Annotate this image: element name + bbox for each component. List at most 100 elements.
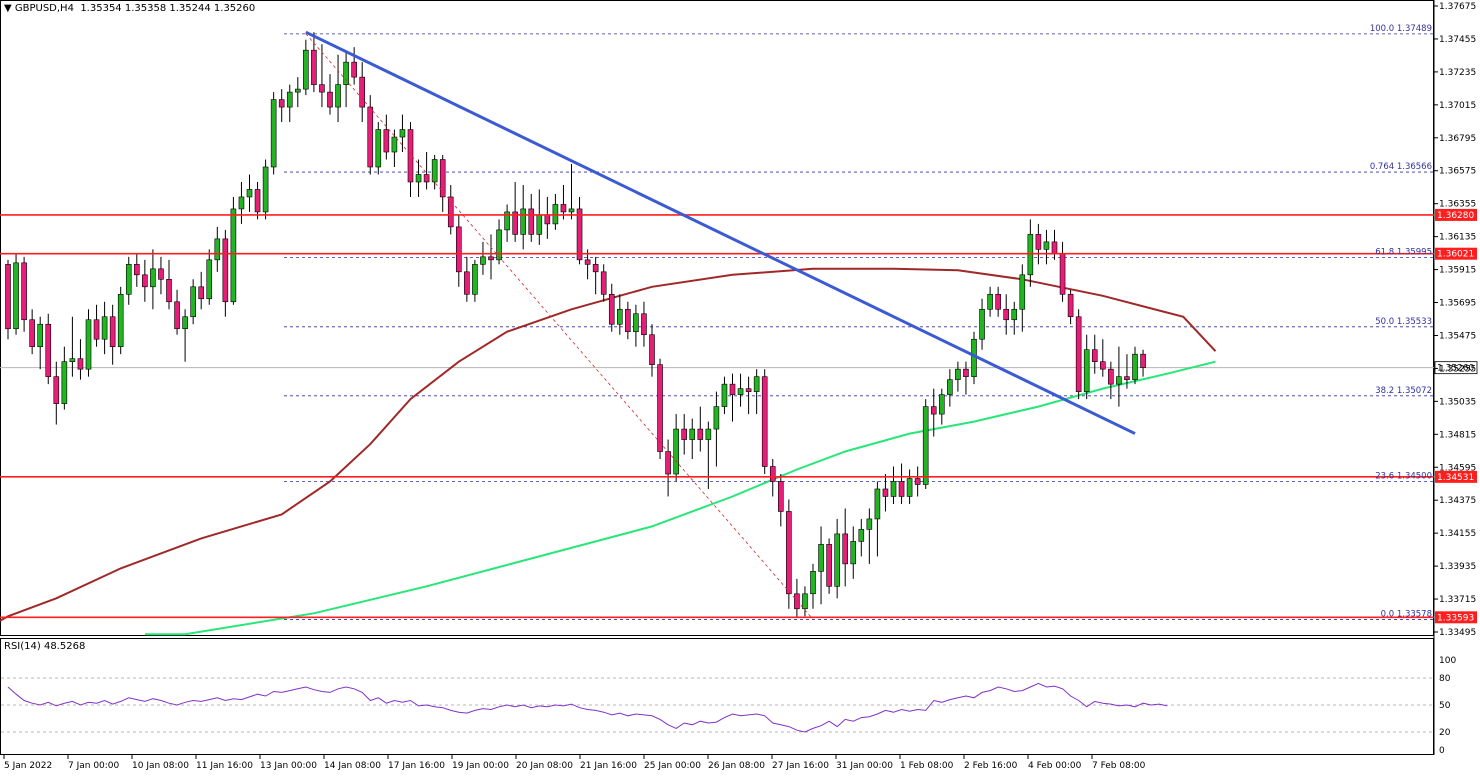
price-level-tag-label: 1.36280 xyxy=(1437,211,1474,221)
current-price-tag xyxy=(1434,361,1478,375)
price-level-tag xyxy=(1435,611,1477,624)
candle xyxy=(238,181,245,224)
candle-body xyxy=(109,316,116,348)
candle xyxy=(190,279,196,325)
price-tick-label: 1.37675 xyxy=(1439,2,1476,12)
time-tick-label: 7 Feb 08:00 xyxy=(1092,761,1146,771)
candle-body xyxy=(737,388,744,395)
candle-body xyxy=(914,478,921,485)
candle-body xyxy=(681,428,688,440)
candle xyxy=(1124,354,1130,389)
candle xyxy=(1043,229,1050,265)
candle xyxy=(303,39,309,96)
candle xyxy=(125,256,132,305)
candle xyxy=(423,152,430,190)
candle-body xyxy=(13,262,19,330)
rsi-tick-label: 20 xyxy=(1439,728,1451,738)
candle-body xyxy=(399,129,406,138)
candle-body xyxy=(254,189,261,213)
candle xyxy=(109,304,116,365)
candle-body xyxy=(1108,368,1114,385)
candle xyxy=(761,369,768,475)
candle-body xyxy=(1035,234,1042,250)
candle-body xyxy=(608,293,615,325)
candle xyxy=(142,259,148,302)
candle xyxy=(568,163,575,220)
time-tick-label: 7 Jan 00:00 xyxy=(68,761,120,771)
dropdown-triangle-icon[interactable]: ▼ xyxy=(4,3,15,14)
fib-level-label: 38.2 1.35072 xyxy=(1375,386,1432,396)
candle xyxy=(294,77,301,108)
candle-body xyxy=(5,264,11,330)
price-level-tag-label: 1.34531 xyxy=(1437,473,1474,483)
candle-body xyxy=(222,238,229,303)
candle-body xyxy=(625,308,631,333)
price-tick-label: 1.33495 xyxy=(1439,628,1476,638)
candle-body xyxy=(423,174,430,183)
candle xyxy=(230,196,237,305)
candle xyxy=(745,376,752,415)
candle-body xyxy=(286,91,293,108)
candle xyxy=(383,114,390,160)
time-tick-label: 21 Jan 16:00 xyxy=(580,761,637,771)
candle-body xyxy=(134,264,140,276)
candle xyxy=(1116,346,1122,407)
candle xyxy=(270,92,277,175)
candle-body xyxy=(528,208,535,235)
fib-level-label: 61.8 1.35995 xyxy=(1375,248,1432,258)
candle-body xyxy=(198,286,204,300)
candle xyxy=(641,301,647,347)
candle-body xyxy=(544,214,551,225)
candle-body xyxy=(246,189,253,198)
candle xyxy=(810,563,816,609)
candle xyxy=(713,391,720,467)
fib-level-label: 23.6 1.34500 xyxy=(1375,471,1432,481)
candle-body xyxy=(206,259,213,300)
candle-body xyxy=(705,428,712,440)
candle xyxy=(592,256,599,295)
candle-body xyxy=(576,208,583,261)
candle-body xyxy=(383,129,390,153)
candle-body xyxy=(1027,234,1034,276)
candle-body xyxy=(512,211,518,235)
candle-body xyxy=(1091,349,1098,362)
candle-body xyxy=(101,316,108,340)
candle-body xyxy=(761,376,768,467)
candle-body xyxy=(947,379,953,395)
candle xyxy=(69,316,76,377)
candle xyxy=(13,253,19,335)
candle xyxy=(375,122,382,175)
candle xyxy=(818,526,824,605)
candle xyxy=(359,62,366,123)
candle-body xyxy=(834,533,840,587)
candle xyxy=(520,184,527,250)
candle-body xyxy=(504,211,510,231)
candle-body xyxy=(262,166,269,213)
candle xyxy=(858,518,865,557)
candle-body xyxy=(311,49,317,85)
price-level-tag-label: 1.36021 xyxy=(1437,250,1474,260)
rsi-header: RSI(14) 48.5268 xyxy=(4,641,86,652)
candle-body xyxy=(174,301,180,330)
candle-body xyxy=(150,268,156,288)
candle xyxy=(29,309,35,355)
candle-body xyxy=(77,358,84,370)
candle-body xyxy=(769,466,776,482)
candle xyxy=(898,463,905,504)
price-tick-label: 1.37455 xyxy=(1439,35,1476,45)
price-tick-label: 1.36795 xyxy=(1439,134,1476,144)
time-tick-label: 10 Jan 08:00 xyxy=(132,761,189,771)
candle xyxy=(1132,346,1138,385)
candle-body xyxy=(842,533,849,565)
candle xyxy=(955,361,961,392)
rsi-tick-label: 100 xyxy=(1439,656,1456,666)
candle-body xyxy=(963,368,969,377)
candle xyxy=(150,249,156,310)
candle xyxy=(464,256,470,302)
candle-body xyxy=(1083,349,1090,392)
candle xyxy=(560,184,567,220)
price-tick-label: 1.34595 xyxy=(1439,463,1476,473)
time-tick-label: 1 Feb 08:00 xyxy=(900,761,954,771)
